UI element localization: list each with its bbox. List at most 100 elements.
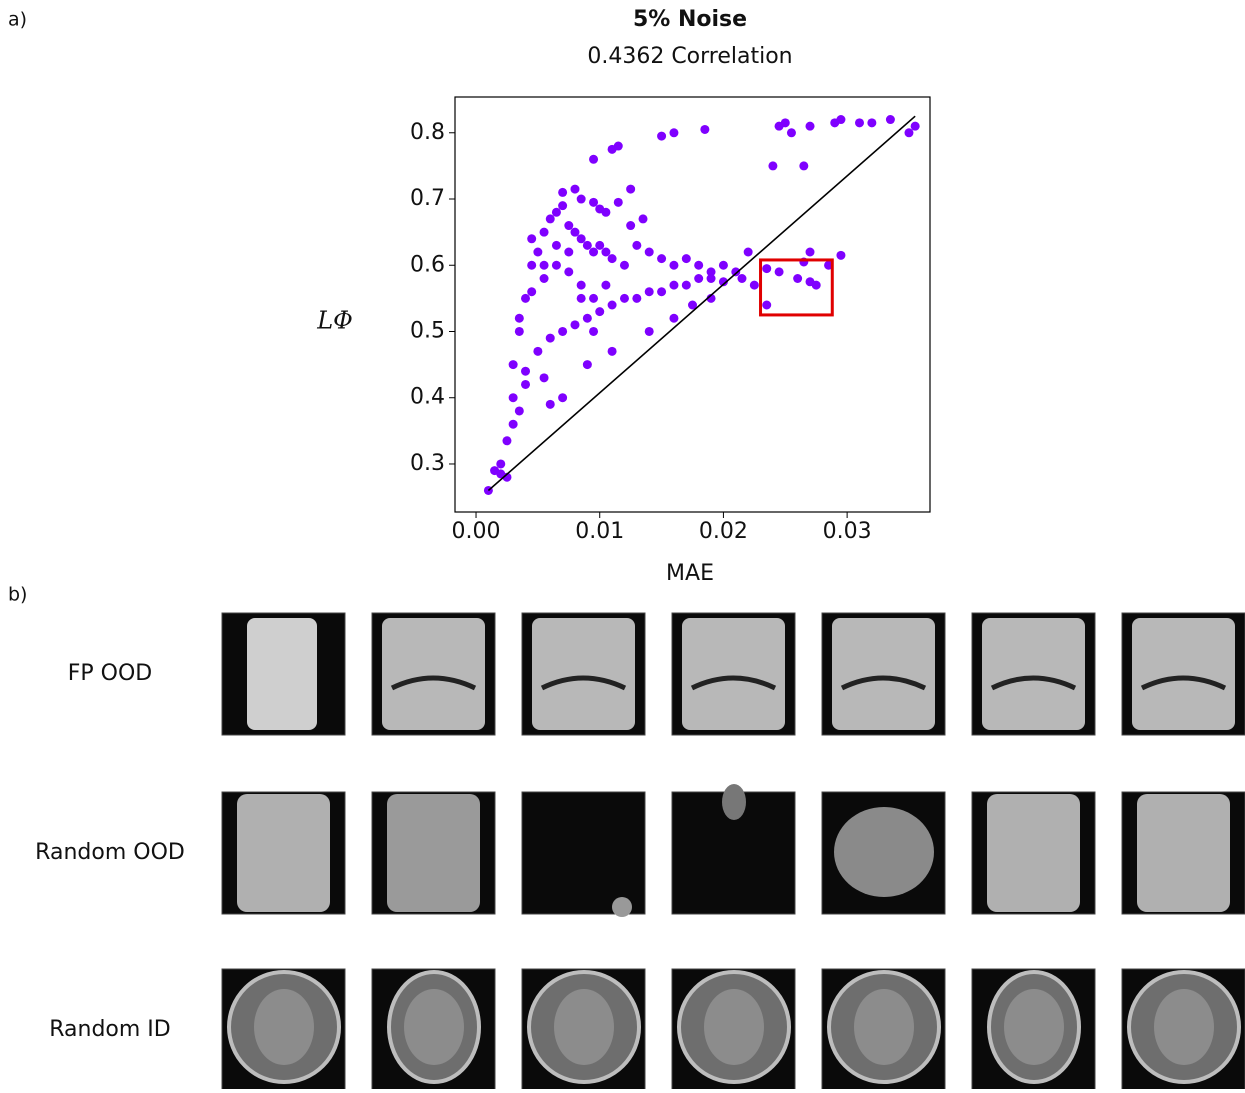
point — [645, 248, 654, 257]
thumbnail-tissue — [982, 618, 1085, 730]
point — [595, 241, 604, 250]
point — [694, 274, 703, 283]
point — [781, 118, 790, 127]
point — [731, 267, 740, 276]
panel-label: a) — [8, 9, 27, 31]
point — [527, 234, 536, 243]
point — [787, 128, 796, 137]
point — [540, 228, 549, 237]
thumbnail-tissue — [532, 618, 635, 730]
point — [521, 294, 530, 303]
thumbnail-tissue — [612, 897, 632, 917]
point — [577, 294, 586, 303]
point — [737, 274, 746, 283]
x-tick-label: 0.00 — [452, 519, 501, 544]
row-label: Random ID — [49, 1017, 171, 1042]
point — [527, 287, 536, 296]
point — [669, 128, 678, 137]
point — [694, 261, 703, 270]
point — [700, 125, 709, 134]
point — [626, 185, 635, 194]
y-tick-label: 0.5 — [410, 318, 445, 343]
point — [570, 320, 579, 329]
point — [546, 400, 555, 409]
thumbnail-tissue — [987, 794, 1080, 912]
point — [812, 281, 821, 290]
row-label: Random OOD — [35, 840, 185, 865]
point — [577, 195, 586, 204]
point — [614, 142, 623, 151]
point — [533, 248, 542, 257]
point — [855, 118, 864, 127]
point — [552, 208, 561, 217]
row-label: FP OOD — [68, 661, 153, 686]
point — [546, 214, 555, 223]
point — [806, 248, 815, 257]
point — [682, 281, 691, 290]
point — [620, 294, 629, 303]
point — [744, 248, 753, 257]
point — [540, 274, 549, 283]
thumbnail-tissue — [247, 618, 317, 730]
x-tick-label: 0.03 — [823, 519, 872, 544]
chart-subtitle: 0.4362 Correlation — [587, 44, 792, 69]
thumbnail-brain-inner — [554, 989, 614, 1065]
thumbnail-tissue — [722, 784, 746, 820]
thumbnail-brain-inner — [1154, 989, 1214, 1065]
point — [657, 132, 666, 141]
point — [502, 436, 511, 445]
thumbnail-tissue — [237, 794, 330, 912]
point — [632, 241, 641, 250]
point — [577, 281, 586, 290]
thumbnail-brain-inner — [404, 989, 464, 1065]
point — [886, 115, 895, 124]
point — [614, 198, 623, 207]
point — [601, 281, 610, 290]
x-axis-label: MAE — [666, 561, 714, 586]
thumbnail-tissue — [382, 618, 485, 730]
point — [775, 267, 784, 276]
thumbnail-brain-inner — [254, 989, 314, 1065]
point — [867, 118, 876, 127]
point — [601, 248, 610, 257]
point — [515, 327, 524, 336]
point — [626, 221, 635, 230]
point — [793, 274, 802, 283]
point — [515, 406, 524, 415]
thumbnail-brain-inner — [1004, 989, 1064, 1065]
point — [768, 161, 777, 170]
thumbnail-brain-inner — [704, 989, 764, 1065]
point — [904, 128, 913, 137]
y-tick-label: 0.6 — [410, 252, 445, 277]
point — [750, 281, 759, 290]
point — [836, 251, 845, 260]
point — [509, 393, 518, 402]
point — [608, 300, 617, 309]
y-tick-label: 0.4 — [410, 385, 445, 410]
point — [639, 214, 648, 223]
point — [608, 347, 617, 356]
point — [669, 281, 678, 290]
point — [583, 360, 592, 369]
point — [836, 115, 845, 124]
point — [521, 367, 530, 376]
y-tick-label: 0.3 — [410, 451, 445, 476]
point — [546, 334, 555, 343]
point — [509, 420, 518, 429]
x-tick-label: 0.01 — [575, 519, 624, 544]
thumbnail-tissue — [1132, 618, 1235, 730]
point — [645, 287, 654, 296]
point — [540, 261, 549, 270]
point — [799, 161, 808, 170]
point — [620, 261, 629, 270]
point — [645, 327, 654, 336]
thumbnail-tissue — [682, 618, 785, 730]
point — [608, 254, 617, 263]
point — [719, 261, 728, 270]
point — [496, 459, 505, 468]
point — [570, 185, 579, 194]
point — [552, 241, 561, 250]
point — [552, 261, 561, 270]
point — [682, 254, 691, 263]
point — [657, 287, 666, 296]
